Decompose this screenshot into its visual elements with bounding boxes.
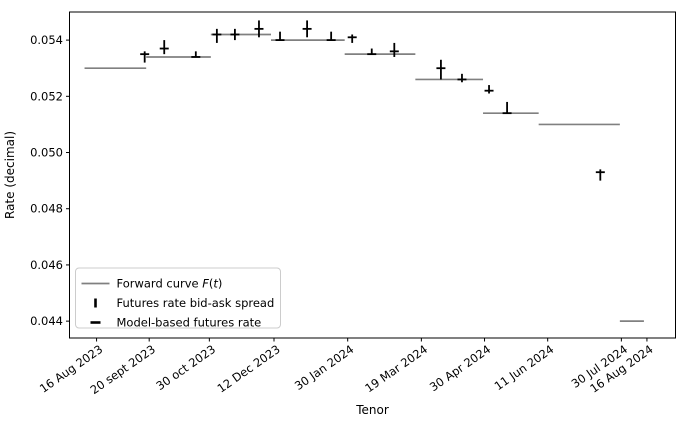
y-tick-label: 0.048 (30, 202, 63, 216)
y-tick-label: 0.044 (30, 314, 63, 328)
y-axis-label: Rate (decimal) (3, 131, 17, 219)
y-tick-label: 0.054 (30, 33, 63, 47)
legend-entry-label: Futures rate bid-ask spread (117, 296, 275, 310)
x-axis-label: Tenor (355, 403, 389, 417)
legend-entry-label: Model-based futures rate (117, 316, 262, 330)
legend: Forward curve F(t) Futures rate bid-ask s… (75, 267, 281, 330)
axes-spines (69, 11, 676, 339)
legend-entry-label: Forward curve F(t) (117, 277, 223, 291)
legend-box (75, 267, 281, 329)
y-axis: 0.044 0.046 0.048 0.050 0.052 0.054 (30, 33, 70, 328)
y-tick-label: 0.050 (30, 146, 63, 160)
y-tick-label: 0.046 (30, 258, 63, 272)
y-tick-label: 0.052 (30, 89, 63, 103)
futures-markers (140, 20, 605, 181)
